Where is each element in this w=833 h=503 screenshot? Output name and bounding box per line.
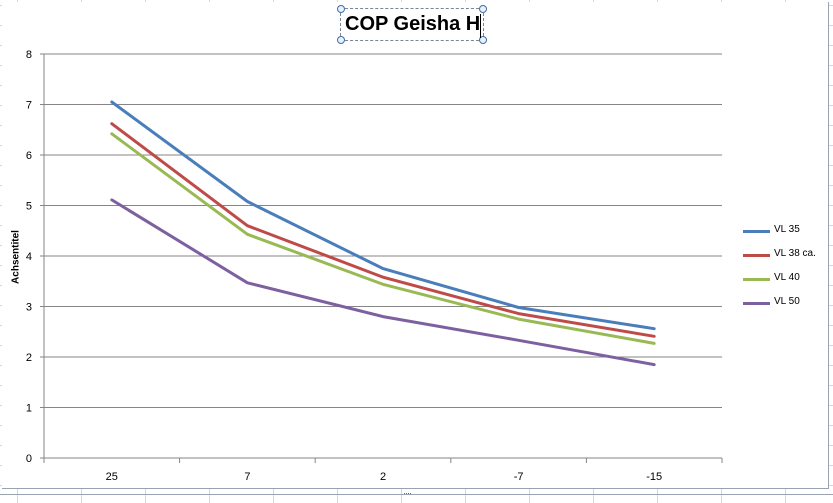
- legend-swatch: [743, 278, 770, 281]
- x-tick-label: 2: [380, 471, 386, 483]
- y-axis-title[interactable]: Achsentitel: [10, 230, 22, 284]
- chart-plot-svg: 0 1 2 3 4 5 6 7 8 25 7 2 -7 -15: [26, 49, 723, 483]
- text-cursor: [480, 14, 481, 38]
- chart-title-box[interactable]: COP Geisha H: [337, 5, 487, 44]
- series-lines: [110, 100, 656, 367]
- legend-swatch: [743, 254, 770, 257]
- y-tick-label: 4: [26, 251, 32, 263]
- y-tick-label: 3: [26, 302, 32, 314]
- series-line-vl-50: [110, 198, 656, 367]
- x-tick-label: -7: [514, 471, 524, 483]
- y-tick-label: 7: [26, 100, 32, 112]
- y-tick-label: 1: [26, 403, 32, 415]
- x-tick-label: 7: [244, 471, 250, 483]
- sheet-divider: [0, 494, 833, 495]
- x-tick-label: -15: [646, 471, 662, 483]
- legend-label: VL 35: [774, 224, 800, 235]
- legend-swatch: [743, 302, 770, 305]
- gridlines: [44, 53, 722, 408]
- legend-label: VL 40: [774, 272, 800, 283]
- x-tick-label: 25: [106, 471, 118, 483]
- chart-resize-grip[interactable]: ····: [403, 488, 412, 498]
- chart-area[interactable]: 0 1 2 3 4 5 6 7 8 25 7 2 -7 -15 Achsentitel VL 35 VL 3…: [2, 2, 829, 489]
- legend-label: VL 50: [774, 296, 800, 307]
- legend-label: VL 38 ca.: [774, 248, 816, 259]
- y-tick-label: 8: [26, 49, 32, 61]
- y-tick-label: 5: [26, 201, 32, 213]
- legend-swatch: [743, 230, 770, 233]
- y-tick-label: 6: [26, 150, 32, 162]
- series-line-vl-38-ca: [110, 122, 656, 338]
- resize-handle-bottom-left[interactable]: [337, 36, 345, 44]
- resize-handle-top-right[interactable]: [479, 5, 487, 13]
- y-tick-label: 0: [26, 453, 32, 465]
- series-line-vl-35: [110, 100, 656, 331]
- axes: 0 1 2 3 4 5 6 7 8 25 7 2 -7 -15: [26, 49, 723, 483]
- y-tick-label: 2: [26, 352, 32, 364]
- resize-handle-top-left[interactable]: [337, 5, 345, 13]
- chart-title[interactable]: COP Geisha H: [345, 13, 481, 35]
- resize-handle-bottom-right[interactable]: [479, 36, 487, 44]
- series-line-vl-40: [110, 132, 656, 345]
